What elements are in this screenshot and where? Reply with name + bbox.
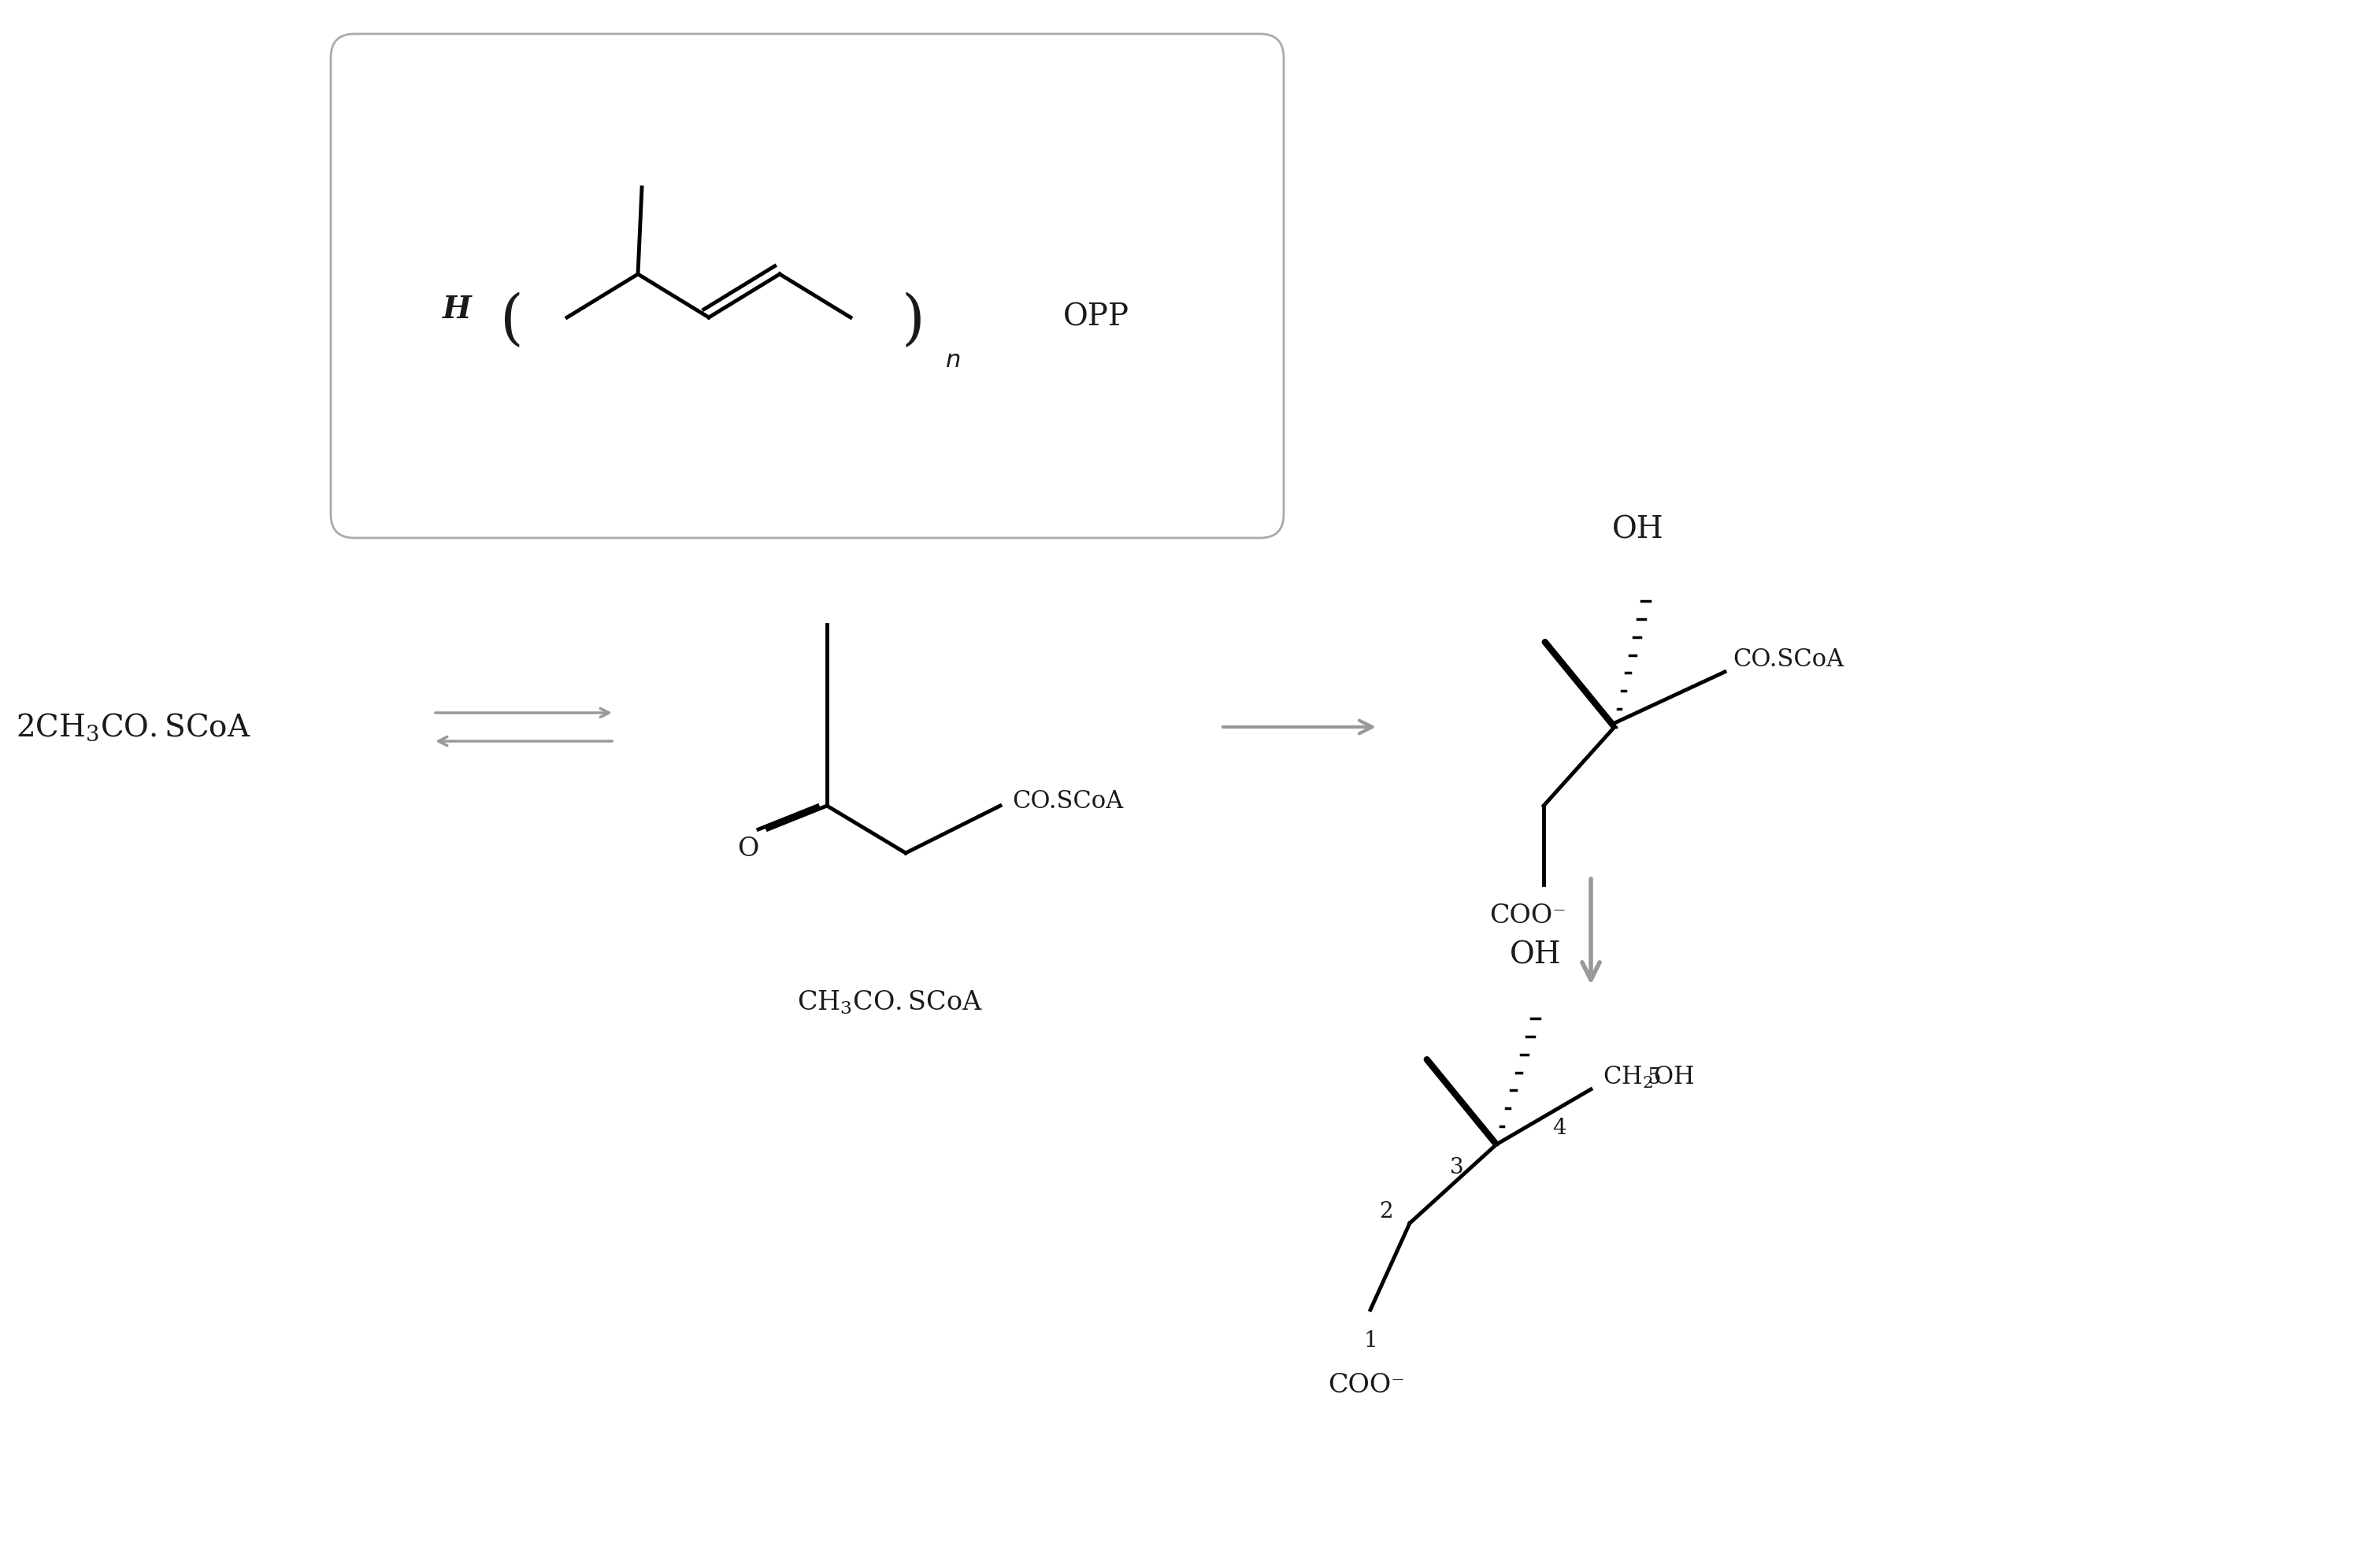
Text: 4: 4 [1552,1117,1566,1139]
Text: CO.SCoA: CO.SCoA [1733,648,1845,673]
Text: COO⁻: COO⁻ [1490,903,1566,929]
Text: 2: 2 [1378,1201,1392,1221]
Text: 5: 5 [1647,1068,1661,1088]
Text: OH: OH [1509,940,1561,970]
Text: CO.SCoA: CO.SCoA [1012,789,1123,814]
Text: ): ) [902,292,926,351]
Text: OH: OH [1611,516,1664,544]
FancyBboxPatch shape [331,34,1283,538]
Text: H: H [443,295,471,325]
Text: $\mathregular{CH_3CO.SCoA}$: $\mathregular{CH_3CO.SCoA}$ [797,988,983,1016]
Text: O: O [738,836,759,861]
Text: 3: 3 [1449,1158,1464,1178]
Text: 1: 1 [1364,1330,1378,1352]
Text: $n$: $n$ [945,348,962,373]
Text: $\mathregular{2CH_3CO.SCoA}$: $\mathregular{2CH_3CO.SCoA}$ [17,712,250,743]
Text: $\mathregular{CH_2OH}$: $\mathregular{CH_2OH}$ [1602,1064,1695,1089]
Text: OPP: OPP [1064,303,1130,333]
Text: COO⁻: COO⁻ [1328,1372,1404,1399]
Text: (: ( [500,292,524,351]
